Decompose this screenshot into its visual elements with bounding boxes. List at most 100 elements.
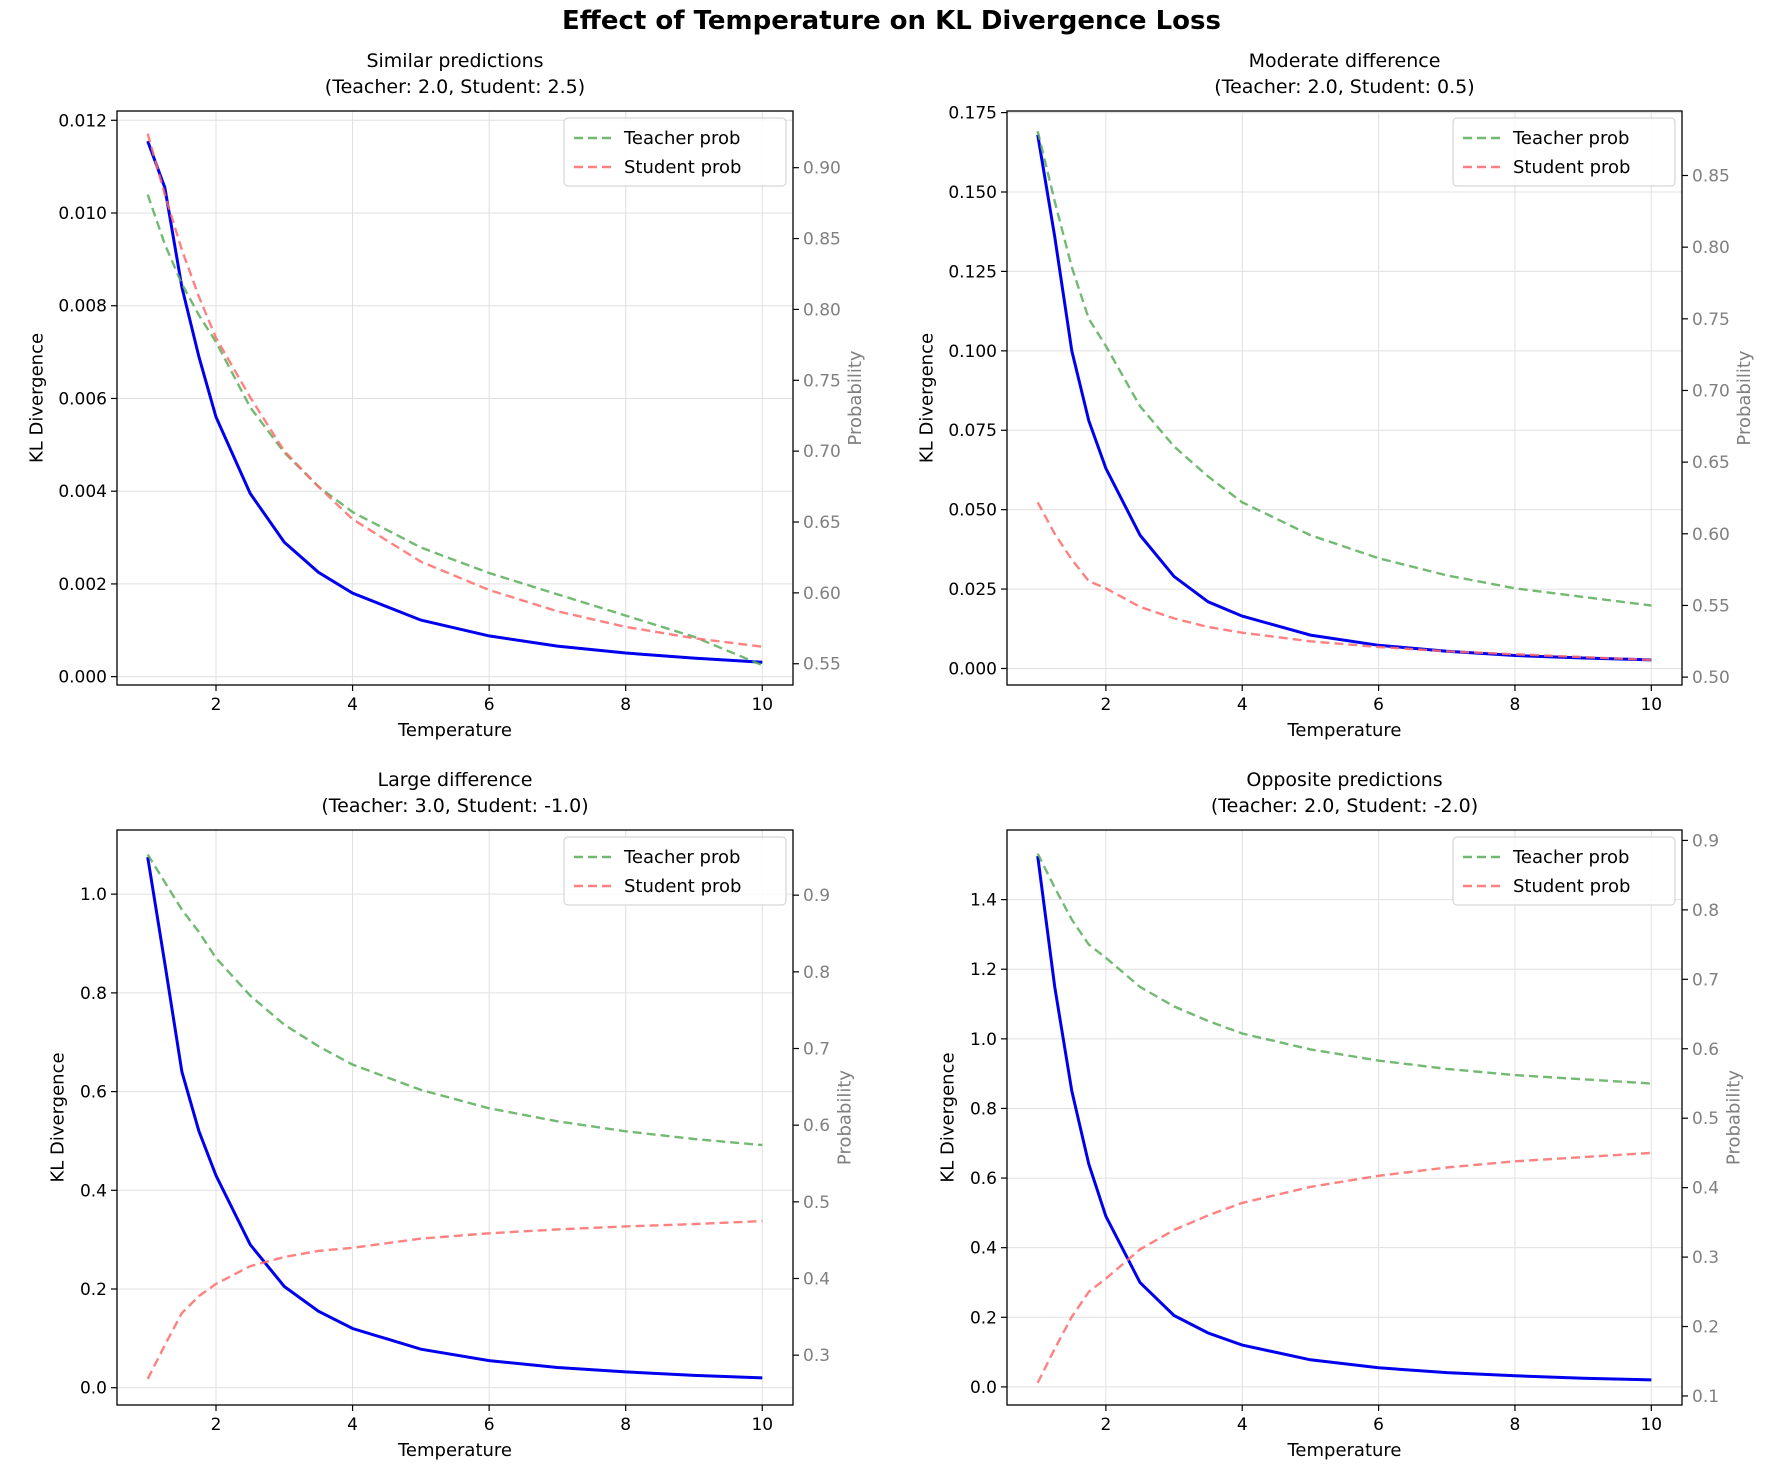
y-tick-label: 0.2 [970,1308,997,1328]
y2-tick-label: 0.80 [803,300,841,320]
subplot-subtitle: (Teacher: 2.0, Student: 2.5) [325,76,585,98]
x-tick-label: 2 [1100,1415,1111,1435]
y2-tick-label: 0.75 [1692,310,1730,330]
subplot-title: Opposite predictions [1246,769,1442,791]
subplot-3: 2 4 6 8 10 0.0 0.2 0.4 0.6 0.8 1.0 0.3 0.4 0.5 0.6 0.7 0… [48,769,856,1461]
legend-box [1452,836,1676,906]
plot-frame [1006,110,1683,686]
y2-tick-label: 0.85 [803,230,841,250]
y2-tick-label: 0.50 [1692,668,1730,688]
x-tick-label: 10 [751,695,773,715]
y-tick-label: 0.000 [948,659,997,679]
y2-tick-label: 0.4 [1692,1179,1719,1199]
x-tick-label: 2 [1100,695,1111,715]
y-tick-label: 0.002 [58,575,107,595]
kl-divergence-line [146,140,763,664]
y-tick-label: 0.100 [948,342,997,362]
legend-label: Student prob [1513,157,1630,178]
y-tick-label: 0.006 [58,389,107,409]
y-axis-label: KL Divergence [938,1052,959,1182]
subplot-title: Large difference [378,769,533,791]
y2-tick-label: 0.65 [803,513,841,533]
y2-tick-label: 0.2 [1692,1318,1719,1338]
x-tick-label: 10 [751,1415,773,1435]
x-tick-label: 6 [484,695,495,715]
x-axis-label: Temperature [397,720,512,741]
teacher-prob-line [146,194,763,667]
subplot-title: Moderate difference [1249,50,1441,72]
y-axis-label: KL Divergence [27,333,48,463]
subplot-4: 2 4 6 8 10 0.0 0.2 0.4 0.6 0.8 1.0 1.2 1.4 0.1 0.2 0.3 0… [938,769,1745,1461]
y-tick-label: 0.6 [80,1083,107,1103]
x-tick-label: 8 [620,695,631,715]
y-tick-label: 0.010 [58,204,107,224]
y-tick-label: 1.4 [970,891,997,911]
student-prob-line [146,1219,763,1380]
student-prob-line [146,133,763,648]
x-tick-label: 4 [1237,1415,1248,1435]
y2-tick-label: 0.85 [1692,166,1730,186]
y2-tick-label: 0.5 [1692,1109,1719,1129]
y2-tick-label: 0.9 [1692,831,1719,851]
y-tick-label: 0.004 [58,482,107,502]
y-tick-label: 0.6 [970,1169,997,1189]
legend-label: Teacher prob [1512,128,1629,149]
legend-label: Student prob [624,876,741,897]
teacher-prob-line [146,853,763,1147]
y2-tick-label: 0.65 [1692,453,1730,473]
legend-label: Student prob [624,157,741,178]
student-prob-line [1036,501,1652,662]
y-tick-label: 1.0 [80,885,107,905]
y2-axis-label: Probability [1724,1070,1745,1165]
y-tick-label: 0.175 [948,104,997,124]
kl-divergence-line [1036,134,1652,662]
subplot-2: 2 4 6 8 10 0.000 0.025 0.050 0.075 0.100 0.125 0.15… [917,50,1756,741]
y2-axis-label: Probability [845,350,866,445]
y2-tick-label: 0.55 [1692,596,1730,616]
figure-title: Effect of Temperature on KL Divergence L… [562,6,1221,36]
x-tick-label: 8 [1510,695,1521,715]
y2-tick-label: 0.6 [1692,1040,1719,1060]
subplot-subtitle: (Teacher: 2.0, Student: 0.5) [1214,76,1474,98]
subplot-subtitle: (Teacher: 3.0, Student: -1.0) [321,795,588,817]
legend: Teacher prob Student prob [563,836,787,906]
x-axis-label: Temperature [1286,1440,1401,1461]
y2-tick-label: 0.9 [803,886,830,906]
x-tick-label: 10 [1640,1415,1662,1435]
legend-label: Student prob [1513,876,1630,897]
subplot-subtitle: (Teacher: 2.0, Student: -2.0) [1211,795,1478,817]
student-prob-line [1036,1151,1652,1384]
teacher-prob-line [1036,853,1652,1085]
x-tick-label: 4 [347,1415,358,1435]
y2-tick-label: 0.55 [803,655,841,675]
y-tick-label: 0.0 [970,1378,997,1398]
legend: Teacher prob Student prob [1452,836,1676,906]
y-tick-label: 0.125 [948,262,997,282]
y2-tick-label: 0.4 [803,1270,830,1290]
y-tick-label: 0.0 [80,1379,107,1399]
y2-tick-label: 0.8 [803,963,830,983]
y2-tick-label: 0.3 [803,1346,830,1366]
y-axis-label: KL Divergence [917,333,938,463]
legend-label: Teacher prob [623,847,740,868]
legend-label: Teacher prob [623,128,740,149]
y-tick-label: 0.012 [58,111,107,131]
y-tick-label: 1.0 [970,1030,997,1050]
x-axis-label: Temperature [1286,720,1401,741]
y2-tick-label: 0.70 [803,442,841,462]
subplot-title: Similar predictions [366,50,543,72]
y2-tick-label: 0.7 [803,1040,830,1060]
teacher-prob-line [1036,130,1652,607]
y-tick-label: 0.008 [58,297,107,317]
subplot-1: 2 4 6 8 10 0.000 0.002 0.004 0.006 0.008 0.010 0.01… [27,50,867,741]
y-tick-label: 0.025 [948,580,997,600]
x-tick-label: 6 [1373,1415,1384,1435]
y2-tick-label: 0.1 [1692,1387,1719,1407]
y2-tick-label: 0.5 [803,1193,830,1213]
x-tick-label: 8 [1510,1415,1521,1435]
y-tick-label: 0.8 [80,984,107,1004]
kl-divergence-line [146,856,763,1380]
y2-tick-label: 0.70 [1692,381,1730,401]
y-tick-label: 0.000 [58,668,107,688]
